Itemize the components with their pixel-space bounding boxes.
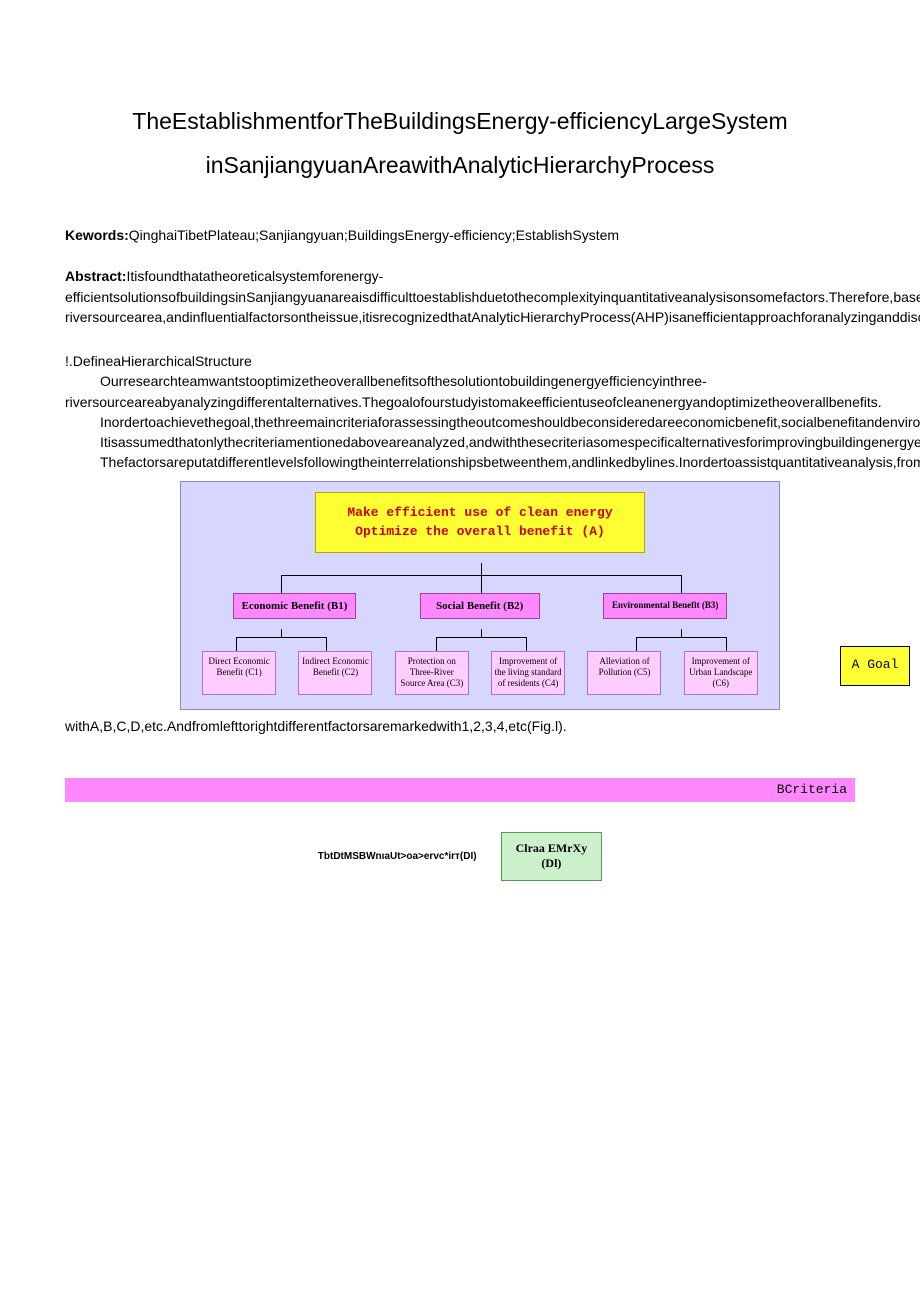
diagram-c-row: Direct Economic Benefit (C1) Indirect Ec… (181, 651, 779, 709)
hierarchy-diagram-wrap: Make efficient use of clean energy Optim… (140, 481, 910, 710)
paragraph-3: Itisassumedthatonlythecriteriamentioneda… (65, 432, 855, 452)
d-level-box-l2: (Dl) (541, 856, 561, 870)
d-level-row: TbtDtMSBWnıaUt>oa>ervc*irт(DI) Clraa EMr… (65, 832, 855, 881)
paragraph-1: Ourresearchteamwantstooptimizetheoverall… (65, 371, 855, 412)
abstract-block: Abstract:Itisfoundthatatheoreticalsystem… (65, 266, 855, 327)
diagram-c3: Protection on Three-River Source Area (C… (395, 651, 469, 695)
hierarchy-diagram: Make efficient use of clean energy Optim… (180, 481, 780, 710)
diagram-c5: Alleviation of Pollution (C5) (587, 651, 661, 695)
keywords-line: Kewords:QinghaiTibetPlateau;Sanjiangyuan… (65, 225, 855, 246)
diagram-b3: Environmental Benefit (B3) (603, 593, 727, 619)
diagram-b2: Social Benefit (B2) (420, 593, 540, 619)
diagram-c6: Improvement of Urban Landscape (C6) (684, 651, 758, 695)
d-level-box-l1: Clraa EMrXy (516, 841, 588, 855)
diagram-c1: Direct Economic Benefit (C1) (202, 651, 276, 695)
paragraph-2: Inordertoachievethegoal,thethreemaincrit… (65, 412, 855, 432)
abstract-text: Itisfoundthatatheoreticalsystemforenergy… (65, 268, 920, 325)
diagram-connectors-2 (181, 629, 779, 651)
diagram-b-row: Economic Benefit (B1) Social Benefit (B2… (181, 593, 779, 619)
keywords-label: Kewords: (65, 227, 129, 243)
diagram-goal-tag: A Goal (840, 646, 910, 686)
diagram-c2: Indirect Economic Benefit (C2) (298, 651, 372, 695)
paragraph-4: Thefactorsareputatdifferentlevelsfollowi… (65, 452, 855, 472)
abstract-label: Abstract: (65, 268, 126, 284)
section-1-heading: !.DefineaHierarchicalStructure (65, 353, 855, 369)
diagram-goal-box: Make efficient use of clean energy Optim… (315, 492, 645, 553)
criteria-bar: BCriteria (65, 778, 855, 802)
page-title: TheEstablishmentforTheBuildingsEnergy-ef… (65, 100, 855, 187)
d-level-label: TbtDtMSBWnıaUt>oa>ervc*irт(DI) (318, 851, 477, 862)
d-level-box: Clraa EMrXy (Dl) (501, 832, 603, 881)
diagram-connectors (181, 563, 779, 593)
keywords-text: QinghaiTibetPlateau;Sanjiangyuan;Buildin… (129, 227, 619, 243)
title-line-2: inSanjiangyuanAreawithAnalyticHierarchyP… (206, 152, 715, 178)
diagram-goal-line2: Optimize the overall benefit (A) (355, 524, 605, 539)
diagram-caption: withA,B,C,D,etc.Andfromlefttorightdiffer… (65, 716, 855, 736)
diagram-b1: Economic Benefit (B1) (233, 593, 357, 619)
diagram-c4: Improvement of the living standard of re… (491, 651, 565, 695)
diagram-goal-line1: Make efficient use of clean energy (347, 505, 612, 520)
title-line-1: TheEstablishmentforTheBuildingsEnergy-ef… (132, 108, 787, 134)
